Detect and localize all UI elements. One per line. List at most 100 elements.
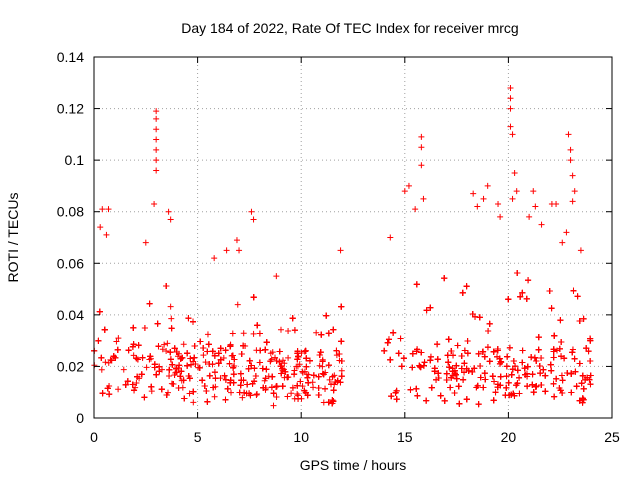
data-point [449,365,456,372]
data-point [244,381,251,388]
data-point [177,355,184,362]
data-point [227,343,234,350]
data-point [445,359,452,366]
data-point [418,133,425,140]
data-point [550,348,557,355]
data-point [168,325,175,332]
data-point [191,354,198,361]
data-point [153,167,160,174]
data-point [254,322,261,329]
data-point [254,391,261,398]
data-point [153,126,160,133]
data-point [338,373,345,380]
data-point [234,301,241,308]
data-point [413,385,420,392]
data-point [473,384,480,391]
data-point [492,389,499,396]
data-point [190,399,197,406]
data-point [513,382,520,389]
data-point [514,367,521,374]
data-point [102,359,109,366]
data-point [323,312,330,319]
data-point [482,376,489,383]
data-point [559,389,566,396]
data-point [173,369,180,376]
data-point [495,200,502,207]
data-point [186,390,193,397]
data-point [294,390,301,397]
data-point [203,387,210,394]
x-tick-label: 0 [90,429,98,445]
data-point [428,384,435,391]
data-point [190,388,197,395]
data-point [120,366,127,373]
data-point [587,337,594,344]
data-point [313,329,320,336]
data-point [237,382,244,389]
data-point [329,400,336,407]
data-point [507,105,514,112]
data-point [558,339,565,346]
data-point [513,188,520,195]
data-point [576,397,583,404]
data-point [163,283,170,290]
data-point [282,368,289,375]
data-point [505,379,512,386]
data-point [113,338,120,345]
data-point [558,372,565,379]
data-point [322,385,329,392]
data-point [252,373,259,380]
data-point [224,385,231,392]
data-point [381,347,388,354]
data-point [571,188,578,195]
x-tick-label: 10 [293,429,309,445]
data-point [250,330,257,337]
data-point [96,308,103,315]
data-point [317,349,324,356]
data-point [507,95,514,102]
data-point [454,342,461,349]
data-point [222,376,229,383]
data-point [551,393,558,400]
data-point [98,366,105,373]
data-point [299,369,306,376]
data-point [579,372,586,379]
data-point [247,392,254,399]
data-point [161,341,168,348]
data-point [325,362,332,369]
data-point [196,364,203,371]
data-point [338,338,345,345]
data-point [532,383,539,390]
data-point [143,364,150,371]
data-point [291,367,298,374]
data-point [476,314,483,321]
data-point [305,379,312,386]
data-point [413,281,420,288]
data-point [248,362,255,369]
data-point [175,365,182,372]
data-point [418,144,425,151]
x-tick-label: 15 [397,429,413,445]
data-point [477,374,484,381]
y-tick-label: 0 [76,410,84,426]
data-point [130,341,137,348]
data-point [451,390,458,397]
data-point [209,348,216,355]
grid-lines [94,57,612,418]
data-point [188,361,195,368]
data-point [222,396,229,403]
x-axis-label: GPS time / hours [300,457,407,473]
data-point [151,200,158,207]
data-point [508,391,515,398]
data-point [273,394,280,401]
data-point [587,372,594,379]
data-point [215,360,222,367]
data-point [338,367,345,374]
data-point [423,307,430,314]
data-point [115,335,122,342]
data-point [576,318,583,325]
data-point [319,370,326,377]
data-point [405,182,412,189]
data-point [503,363,510,370]
data-point [511,170,518,177]
